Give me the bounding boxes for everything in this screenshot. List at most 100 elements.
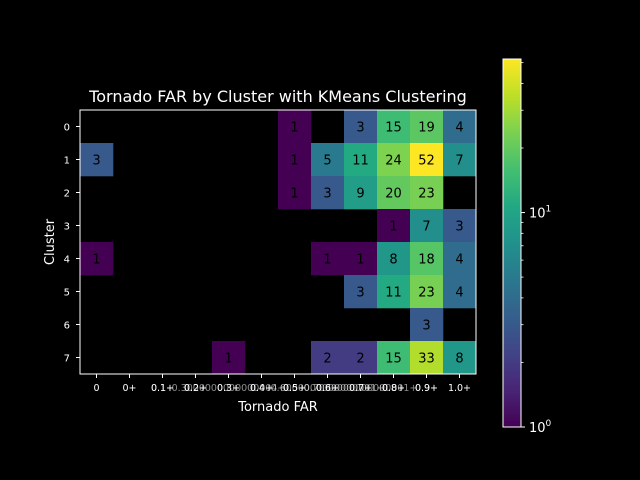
heatmap-cell (410, 110, 444, 144)
cell-value-label: 8 (455, 352, 463, 367)
heatmap-cells: 1 3 15 19 43 1 5 11 24 52 71 3 9 20 231 7 31 1 1 8 18 43 11 23 4… (80, 110, 477, 375)
y-tick-label: 3 (64, 222, 70, 233)
cell-value-label: 3 (92, 154, 100, 169)
x-tick-label: 0.6+ (316, 383, 339, 394)
heatmap-cell (443, 143, 477, 177)
cell-value-label: 1 (389, 220, 397, 235)
cell-value-label: 23 (418, 286, 435, 301)
heatmap-cell (311, 242, 345, 276)
cell-value-label: 11 (352, 154, 369, 169)
heatmap-cell (344, 143, 378, 177)
heatmap-cell (278, 176, 312, 210)
plot-frame (79, 109, 477, 375)
x-tick-label: 0.1+ (151, 383, 174, 394)
x-axis-ticks: 0 0+ 0.1+ 0.2+ 0.3+ 0.4+ 0.5+ 0.6+ 0.7+ 0.8+ 0.9+ 1… (93, 374, 471, 394)
heatmap-cell (443, 242, 477, 276)
heatmap-cell (311, 176, 345, 210)
heatmap-cell (410, 176, 444, 210)
heatmap-cell (80, 242, 114, 276)
chart-title: Tornado FAR by Cluster with KMeans Clust… (88, 87, 467, 106)
colorbar-gradient (502, 58, 522, 428)
y-axis-label: Cluster (43, 218, 58, 265)
cell-value-label: 1 (290, 121, 298, 136)
x-tick-label-overlap: 0.8+ (382, 383, 405, 394)
heatmap-cell (212, 341, 246, 375)
cell-value-label: 3 (422, 319, 430, 334)
heatmap-cell (377, 176, 411, 210)
heatmap-cell (377, 110, 411, 144)
cell-value-label: 7 (455, 154, 463, 169)
heatmap-cell (410, 209, 444, 243)
x-tick-label-overlap: 0.4+ (250, 383, 273, 394)
heatmap-cell (377, 209, 411, 243)
x-tick-label-overlap: 0.7000000000000001+ (304, 383, 418, 394)
cell-value-label: 3 (356, 121, 364, 136)
heatmap-cell (278, 110, 312, 144)
x-tick-label-overlap: 0.1+ (151, 383, 174, 394)
heatmap-cell (410, 308, 444, 342)
cell-value-label: 15 (385, 121, 402, 136)
colorbar-tick-label: 100 (529, 419, 552, 436)
x-tick-label-overlap: 0.2+ (184, 383, 207, 394)
x-tick-label: 0+ (122, 383, 136, 394)
heatmap-cell (344, 242, 378, 276)
cell-value-label: 3 (455, 220, 463, 235)
cell-value-label: 1 (92, 253, 100, 268)
heatmap-cell (377, 275, 411, 309)
heatmap-cell (311, 143, 345, 177)
x-tick-label-overlap: 0.5+ (283, 383, 306, 394)
heatmap-cell (344, 275, 378, 309)
cell-value-label: 9 (356, 187, 364, 202)
x-tick-label: 0.4+ (250, 383, 273, 394)
x-tick-label: 0.8+ (382, 383, 405, 394)
heatmap-cell (344, 341, 378, 375)
y-tick-label: 7 (64, 354, 70, 365)
x-tick-label: 0.5+ (283, 383, 306, 394)
cell-value-label: 19 (418, 121, 435, 136)
x-tick-label-overlap: 0.6000000000000001+ (271, 383, 385, 394)
heatmap-cell (80, 143, 114, 177)
x-tick-label: 1.0+ (448, 383, 471, 394)
heatmap-cell (344, 110, 378, 144)
cell-value-label: 18 (418, 253, 435, 268)
y-tick-label: 4 (64, 255, 70, 266)
y-tick-label: 0 (64, 123, 70, 134)
cell-value-label: 3 (323, 187, 331, 202)
colorbar-tick-label: 101 (529, 205, 551, 222)
x-tick-label-overlap: 0.9+ (415, 383, 438, 394)
heatmap-cell (278, 143, 312, 177)
cell-value-label: 24 (385, 154, 402, 169)
x-axis-label: Tornado FAR (237, 400, 318, 415)
cell-value-label: 1 (224, 352, 232, 367)
x-tick-label-overlap: 0.3000000000000004+ (172, 383, 286, 394)
cell-value-label: 1 (290, 154, 298, 169)
cell-value-label: 7 (422, 220, 430, 235)
y-tick-label: 2 (64, 189, 70, 200)
heatmap-cell (344, 176, 378, 210)
cell-value-label: 2 (323, 352, 331, 367)
x-tick-label: 0 (93, 383, 99, 394)
cell-value-label: 20 (385, 187, 402, 202)
cell-value-label: 3 (356, 286, 364, 301)
cell-value-label: 8 (389, 253, 397, 268)
y-tick-label: 5 (64, 288, 70, 299)
heatmap-cell (311, 341, 345, 375)
cell-value-label: 1 (290, 187, 298, 202)
cell-value-label: 23 (418, 187, 435, 202)
y-tick-label: 1 (64, 156, 70, 167)
heatmap-cell (410, 275, 444, 309)
heatmap-cell (410, 341, 444, 375)
cell-value-label: 1 (356, 253, 364, 268)
cell-value-label: 2 (356, 352, 364, 367)
heatmap-cell (443, 275, 477, 309)
cell-value-label: 52 (418, 154, 435, 169)
cell-value-label: 1 (323, 253, 331, 268)
heatmap-cell (443, 110, 477, 144)
heatmap-cell (377, 341, 411, 375)
heatmap-cell (443, 209, 477, 243)
cell-value-label: 11 (385, 286, 402, 301)
cell-value-label: 15 (385, 352, 402, 367)
y-tick-label: 6 (64, 321, 70, 332)
x-tick-label: 0.9+ (415, 383, 438, 394)
